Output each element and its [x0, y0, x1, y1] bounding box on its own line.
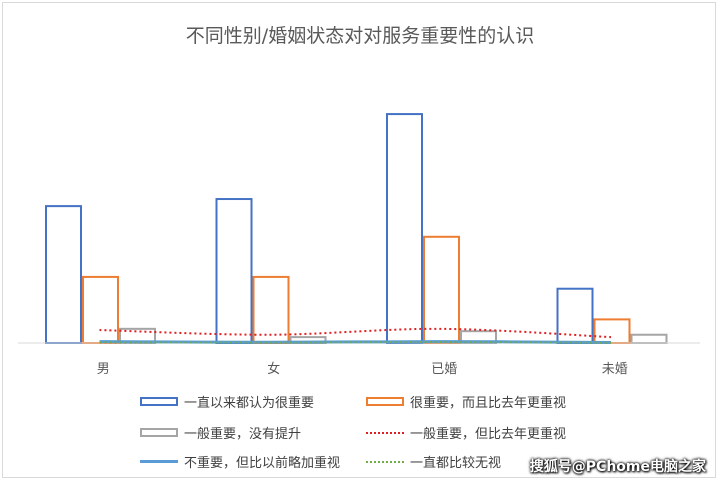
bar-1-3: [386, 113, 423, 344]
legend-label: 一般重要，但比去年更重视: [410, 427, 567, 442]
legend-swatch-green-dotted-line-icon: [366, 460, 404, 463]
legend-item-1: 一直以来都认为很重要: [140, 392, 314, 411]
legend-label: 很重要，而且比去年更重视: [410, 396, 567, 411]
legend-item-2: 很重要，而且比去年更重视: [366, 392, 566, 411]
watermark: 搜狐号@PChome电脑之家: [529, 459, 706, 475]
legend-label: 一直都比较无视: [410, 456, 502, 471]
legend-item-5: 不重要，但比以前略加重视: [140, 452, 340, 471]
bar-1-2: [215, 198, 253, 344]
chart-frame: [2, 2, 716, 478]
bar-2-2: [252, 275, 290, 345]
legend-swatch-orange-box-icon: [366, 397, 404, 406]
bar-3-4: [630, 333, 668, 344]
bar-2-1: [82, 275, 119, 345]
legend-label: 一直以来都认为很重要: [184, 396, 315, 411]
category-label-4: 未婚: [602, 362, 628, 377]
line-series-3: [99, 341, 612, 344]
category-label-2: 女: [267, 361, 280, 377]
bar-1-1: [45, 205, 82, 344]
category-label-3: 已婚: [431, 362, 457, 377]
legend-label: 不重要，但比以前略加重视: [184, 456, 341, 471]
legend-swatch-blue-line-icon: [140, 460, 178, 463]
category-label-1: 男: [97, 362, 110, 377]
bar-2-3: [423, 235, 460, 344]
legend-swatch-gray-box-icon: [140, 428, 178, 437]
line-series-1: [99, 327, 612, 339]
legend-label: 一般重要，没有提升: [184, 427, 302, 442]
legend-swatch-red-dotted-line-icon: [366, 431, 404, 434]
chart-title: 不同性别/婚姻状态对对服务重要性的认识: [186, 25, 534, 47]
bar-2-4: [593, 318, 631, 344]
legend-item-3: 一般重要，没有提升: [140, 423, 301, 442]
legend-swatch-blue-box-icon: [140, 397, 178, 406]
legend-item-4: 一般重要，但比去年更重视: [366, 423, 566, 442]
legend-item-6: 一直都比较无视: [366, 452, 501, 471]
